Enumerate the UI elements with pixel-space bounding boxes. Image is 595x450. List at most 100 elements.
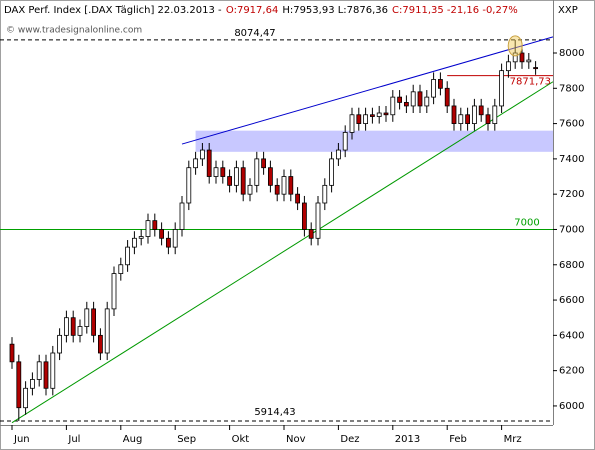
candle-body <box>424 96 430 107</box>
candle-body <box>179 202 185 230</box>
level-label: 7000 <box>514 217 539 228</box>
x-tick-label: Feb <box>449 434 467 445</box>
y-tick-label: 6800 <box>559 260 584 271</box>
candle-body <box>519 52 525 63</box>
candle-body <box>111 273 117 310</box>
candle-body <box>322 184 328 204</box>
candle-body <box>206 149 212 177</box>
title-part: DAX Perf. Index [.DAX Täglich] 22.03.201… <box>4 5 222 16</box>
candle-body <box>165 237 171 248</box>
candle-body <box>118 264 124 274</box>
candle-body <box>295 193 301 204</box>
candle-body <box>329 158 335 186</box>
trend-line <box>181 36 554 145</box>
candle-body <box>349 114 355 133</box>
candle-body <box>29 379 35 389</box>
candle-body <box>451 105 457 124</box>
candle-body <box>274 184 280 195</box>
candle-body <box>131 237 137 248</box>
x-tick-label: Nov <box>286 434 306 445</box>
candle-body <box>383 112 389 116</box>
y-tick-label: 7400 <box>559 154 584 165</box>
candle-body <box>376 112 382 117</box>
candle-body <box>417 91 423 107</box>
y-tick-label: 6600 <box>559 295 584 306</box>
candle-body <box>125 246 130 266</box>
candle-body <box>233 167 239 186</box>
candle-body <box>50 352 56 389</box>
watermark: © www.tradesignalonline.com <box>6 26 142 36</box>
candle-body <box>57 334 62 354</box>
candle-body <box>240 167 246 195</box>
candle-body <box>465 114 471 124</box>
title-part: C:7911,35 -21,16 -0,27% <box>392 5 518 16</box>
candle-body <box>43 361 49 389</box>
candle-body <box>499 70 505 107</box>
level-label: 8074,47 <box>234 28 275 39</box>
candle-body <box>335 149 341 160</box>
candle-body <box>213 167 219 177</box>
candle-body <box>471 105 477 124</box>
candle-body <box>397 96 403 103</box>
zone-band <box>195 130 553 152</box>
candle-body <box>77 326 83 336</box>
candle-body <box>356 114 362 124</box>
candle-body <box>458 114 464 124</box>
candle-body <box>342 132 348 151</box>
title-part: H:7953,93 L:7876,36 <box>282 5 388 16</box>
candle-body <box>172 229 178 248</box>
x-tick-label: Jul <box>67 434 80 445</box>
candle-body <box>363 114 369 124</box>
y-tick-label: 7000 <box>559 224 584 235</box>
candle-body <box>492 105 498 124</box>
candle-body <box>281 176 287 195</box>
candle-body <box>288 176 294 195</box>
highlight <box>507 35 523 57</box>
candle-body <box>152 220 158 230</box>
candle-body <box>145 220 151 237</box>
candle-body <box>9 343 15 363</box>
y-tick-label: 7600 <box>559 119 584 130</box>
candle-body <box>301 202 307 230</box>
candle-body <box>533 67 538 70</box>
candle-body <box>84 308 90 327</box>
candle-body <box>247 184 253 195</box>
candle-body <box>308 229 314 239</box>
candle-body <box>444 87 450 107</box>
symbol: XXP <box>558 5 578 16</box>
level-label: 5914,43 <box>254 407 295 418</box>
x-tick-label: Mrz <box>504 434 522 445</box>
candle-body <box>261 158 267 169</box>
y-tick-label: 6200 <box>559 366 584 377</box>
x-tick-label: Okt <box>232 434 250 445</box>
candle-body <box>70 317 76 336</box>
level-label: 7871,73 <box>510 77 551 88</box>
candle-body <box>369 114 375 117</box>
candle-body <box>410 91 416 107</box>
candle-body <box>193 158 199 169</box>
y-tick-label: 6000 <box>559 401 584 412</box>
chart-title: DAX Perf. Index [.DAX Täglich] 22.03.201… <box>4 5 518 16</box>
candle-body <box>138 236 144 239</box>
candle-body <box>315 202 321 239</box>
candle-body <box>403 102 409 107</box>
x-tick-label: Jun <box>13 434 30 445</box>
candle-body <box>437 79 443 89</box>
candle-body <box>505 61 511 72</box>
title-part: O:7917,64 <box>226 5 278 16</box>
candle-body <box>390 96 396 116</box>
candle-body <box>159 229 165 239</box>
x-tick-label: Aug <box>123 434 143 445</box>
candle-body <box>526 59 532 63</box>
candle-body <box>64 317 69 336</box>
x-tick-label: 2013 <box>395 434 420 445</box>
candle-body <box>220 167 226 177</box>
candle-body <box>478 105 484 116</box>
candle-body <box>431 79 437 98</box>
candle-body <box>98 334 103 354</box>
candle-body <box>186 167 192 204</box>
y-tick-label: 8000 <box>559 48 584 59</box>
x-tick-label: Sep <box>177 434 196 445</box>
